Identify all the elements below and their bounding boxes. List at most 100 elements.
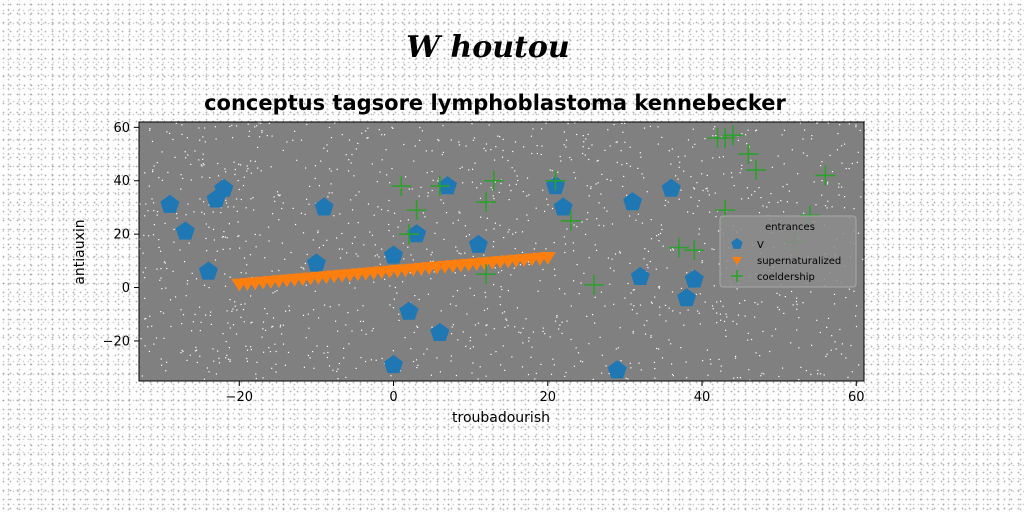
noise-dot	[152, 171, 154, 173]
noise-dot	[581, 221, 583, 223]
noise-dot	[621, 122, 623, 124]
noise-dot	[166, 131, 168, 133]
noise-dot	[519, 264, 521, 266]
noise-dot	[502, 149, 504, 152]
noise-dot	[250, 198, 252, 200]
noise-dot	[426, 248, 428, 250]
x-tick-label: 60	[848, 390, 865, 405]
point-v	[661, 178, 681, 197]
noise-dot	[246, 360, 248, 362]
noise-dot	[455, 374, 457, 377]
noise-dot	[761, 301, 763, 303]
noise-dot	[646, 320, 648, 322]
noise-dot	[269, 351, 271, 353]
noise-dot	[553, 364, 555, 366]
noise-dot	[175, 122, 177, 124]
noise-dot	[255, 377, 257, 380]
noise-dot	[180, 352, 182, 354]
noise-dot	[174, 156, 176, 158]
noise-dot	[305, 167, 307, 169]
noise-dot	[546, 198, 548, 200]
noise-dot	[855, 315, 857, 317]
noise-dot	[647, 267, 649, 269]
noise-dot	[304, 213, 306, 215]
noise-dot	[202, 136, 204, 138]
noise-dot	[572, 242, 574, 244]
noise-dot	[686, 272, 688, 274]
noise-dot	[246, 357, 248, 360]
noise-dot	[702, 360, 704, 362]
noise-dot	[338, 362, 340, 365]
noise-dot	[722, 305, 724, 307]
noise-dot	[220, 212, 222, 214]
noise-dot	[831, 335, 833, 337]
noise-dot	[495, 351, 497, 353]
noise-dot	[507, 325, 509, 327]
noise-dot	[701, 260, 703, 262]
noise-dot	[161, 364, 163, 366]
noise-dot	[350, 199, 352, 201]
noise-dot	[465, 145, 467, 147]
noise-dot	[626, 194, 628, 196]
noise-dot	[597, 182, 599, 184]
noise-dot	[139, 203, 141, 205]
noise-dot	[841, 145, 843, 147]
noise-dot	[474, 162, 476, 164]
noise-dot	[205, 223, 207, 225]
noise-dot	[227, 322, 229, 324]
noise-dot	[285, 310, 287, 312]
noise-dot	[391, 126, 393, 128]
noise-dot	[229, 299, 231, 301]
noise-dot	[188, 242, 190, 244]
noise-dot	[419, 127, 421, 129]
noise-dot	[210, 311, 212, 313]
noise-dot	[825, 355, 827, 357]
noise-dot	[692, 212, 694, 215]
point-supernaturalized	[539, 252, 556, 265]
noise-dot	[412, 360, 415, 363]
noise-dot	[565, 371, 567, 374]
noise-dot	[637, 167, 639, 169]
noise-dot	[275, 350, 277, 353]
noise-dot	[632, 330, 634, 333]
noise-dot	[238, 188, 240, 191]
noise-dot	[725, 329, 727, 331]
noise-dot	[365, 333, 367, 335]
noise-dot	[777, 201, 779, 203]
noise-dot	[653, 361, 655, 363]
noise-dot	[235, 198, 238, 200]
series-layer	[160, 125, 836, 379]
noise-dot	[485, 375, 487, 377]
noise-dot	[145, 267, 147, 269]
noise-dot	[480, 183, 482, 185]
noise-dot	[330, 170, 332, 172]
noise-dot	[436, 357, 438, 359]
noise-dot	[320, 160, 322, 162]
noise-dot	[460, 253, 462, 255]
noise-dot	[259, 136, 261, 138]
noise-dot	[343, 347, 345, 349]
noise-dot	[195, 278, 198, 280]
noise-dot	[357, 255, 359, 257]
noise-dot	[790, 342, 792, 344]
noise-dot	[345, 376, 347, 378]
noise-dot	[739, 377, 741, 379]
noise-dot	[142, 271, 144, 273]
noise-dot	[709, 211, 711, 213]
noise-dot	[804, 129, 806, 131]
noise-dot	[698, 200, 700, 202]
noise-dot	[630, 292, 632, 294]
noise-dot	[739, 172, 741, 174]
noise-dot	[270, 166, 272, 168]
point-v	[314, 197, 334, 216]
noise-dot	[381, 248, 383, 250]
noise-dot	[430, 374, 432, 376]
noise-dot	[272, 292, 274, 294]
noise-dot	[445, 212, 448, 214]
noise-dot	[514, 326, 516, 328]
noise-dot	[275, 363, 277, 365]
noise-dot	[514, 141, 517, 143]
noise-dot	[580, 282, 582, 284]
noise-dot	[782, 367, 784, 369]
noise-dot	[521, 251, 524, 253]
